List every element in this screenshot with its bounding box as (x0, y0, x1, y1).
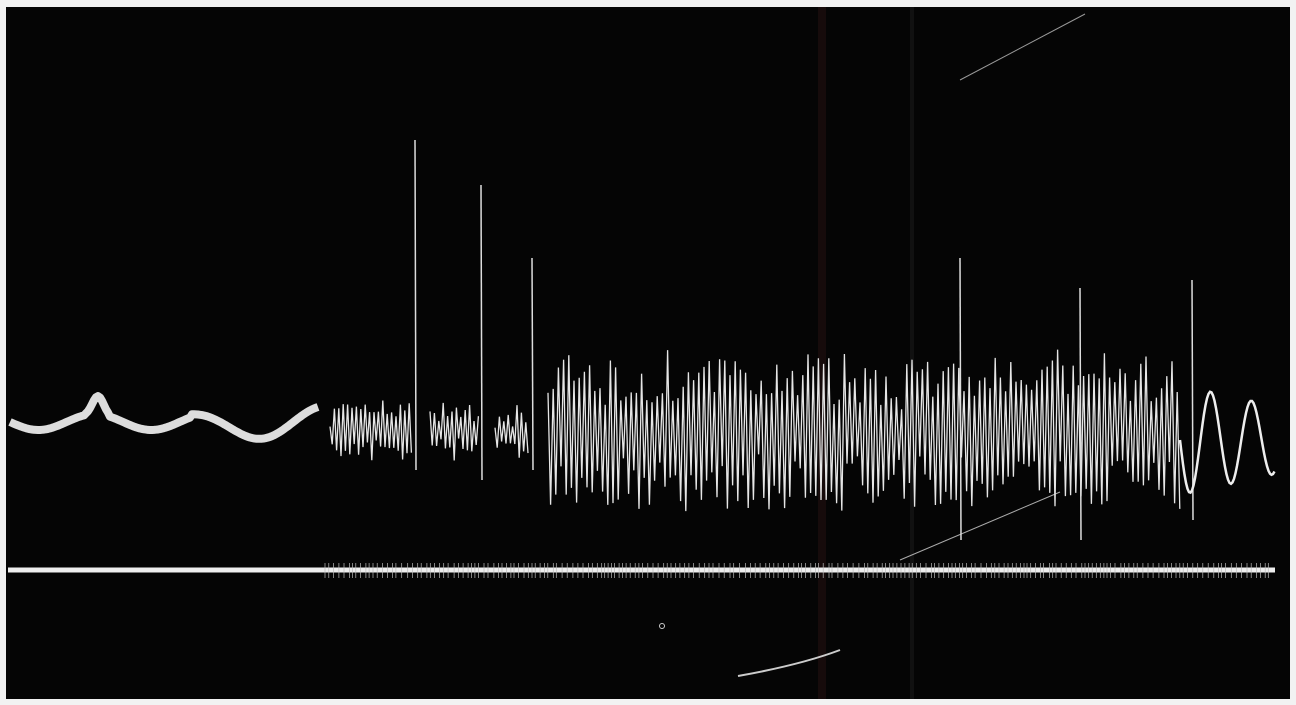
burst-trace (329, 400, 413, 461)
wave-segment (8, 392, 320, 443)
spike (480, 184, 483, 481)
sine-tail (1178, 390, 1276, 495)
burst-trace (429, 402, 480, 461)
burst-trace (547, 349, 1181, 512)
waveform (8, 139, 1276, 578)
spike (1191, 279, 1194, 521)
vertical-streak (910, 7, 914, 699)
spike (1079, 287, 1082, 541)
dust-spot (659, 623, 665, 629)
scratch (959, 13, 1086, 81)
spike (959, 257, 962, 541)
burst-trace (494, 405, 529, 458)
scratch (737, 649, 841, 677)
spike (414, 139, 417, 471)
vertical-streak (818, 7, 826, 699)
spike (531, 257, 534, 471)
scratch (899, 491, 1061, 561)
screen (6, 7, 1290, 699)
